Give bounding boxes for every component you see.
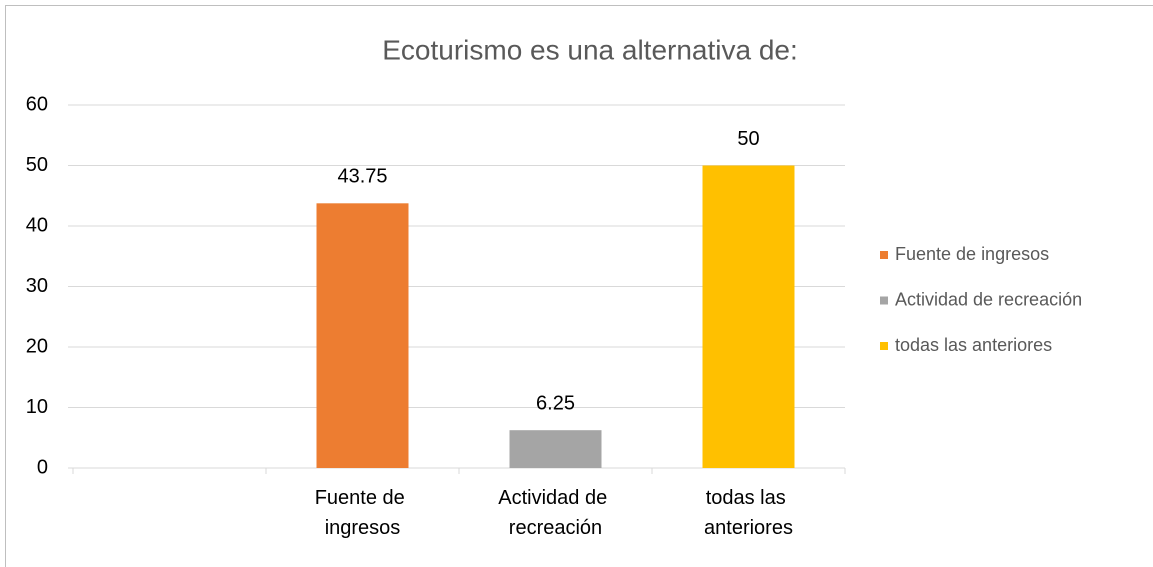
legend-swatch xyxy=(880,251,888,259)
y-tick-label: 0 xyxy=(37,456,48,478)
y-tick-label: 10 xyxy=(26,396,48,418)
legend-label: todas las anteriores xyxy=(895,335,1052,355)
y-tick-label: 20 xyxy=(26,335,48,357)
bar xyxy=(316,203,409,468)
legend-swatch xyxy=(880,296,888,305)
chart-title: Ecoturismo es una alternativa de: xyxy=(382,34,798,65)
data-label: 43.75 xyxy=(337,166,387,188)
data-label: 50 xyxy=(737,128,759,150)
legend-label: Fuente de ingresos xyxy=(895,244,1049,264)
legend-label: Actividad de recreación xyxy=(895,289,1082,309)
data-label: 6.25 xyxy=(536,392,575,414)
y-tick-label: 30 xyxy=(26,275,48,297)
x-tick-label: Fuente de ingresos xyxy=(315,487,411,539)
y-tick-label: 50 xyxy=(26,154,48,176)
y-tick-label: 60 xyxy=(26,93,48,115)
bar xyxy=(702,165,795,468)
bar xyxy=(509,430,602,468)
y-tick-label: 40 xyxy=(26,214,48,236)
x-tick-label: Actividad de recreación xyxy=(498,487,613,539)
legend-swatch xyxy=(880,342,888,350)
x-tick-label: todas las anteriores xyxy=(704,487,793,539)
